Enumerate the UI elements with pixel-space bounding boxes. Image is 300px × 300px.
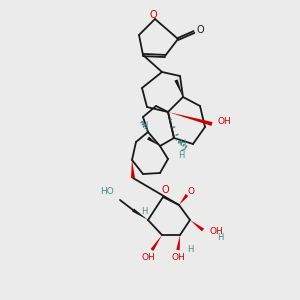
Text: O: O [161, 185, 169, 195]
Text: O: O [149, 10, 157, 20]
Polygon shape [174, 79, 183, 97]
Text: H: H [178, 152, 184, 160]
Polygon shape [179, 194, 188, 205]
Polygon shape [190, 220, 204, 231]
Polygon shape [176, 235, 180, 250]
Polygon shape [132, 208, 148, 220]
Text: O: O [188, 188, 194, 196]
Text: H: H [179, 140, 185, 148]
Polygon shape [168, 112, 212, 126]
Text: H: H [217, 233, 223, 242]
Text: H: H [141, 208, 147, 217]
Polygon shape [147, 136, 160, 146]
Text: OH: OH [171, 254, 185, 262]
Polygon shape [151, 235, 162, 251]
Text: OH: OH [217, 116, 231, 125]
Text: OH: OH [209, 227, 223, 236]
Text: HO: HO [100, 188, 114, 196]
Text: O: O [196, 25, 204, 35]
Polygon shape [131, 160, 135, 178]
Text: OH: OH [141, 254, 155, 262]
Text: H: H [187, 245, 193, 254]
Text: H: H [141, 122, 147, 130]
